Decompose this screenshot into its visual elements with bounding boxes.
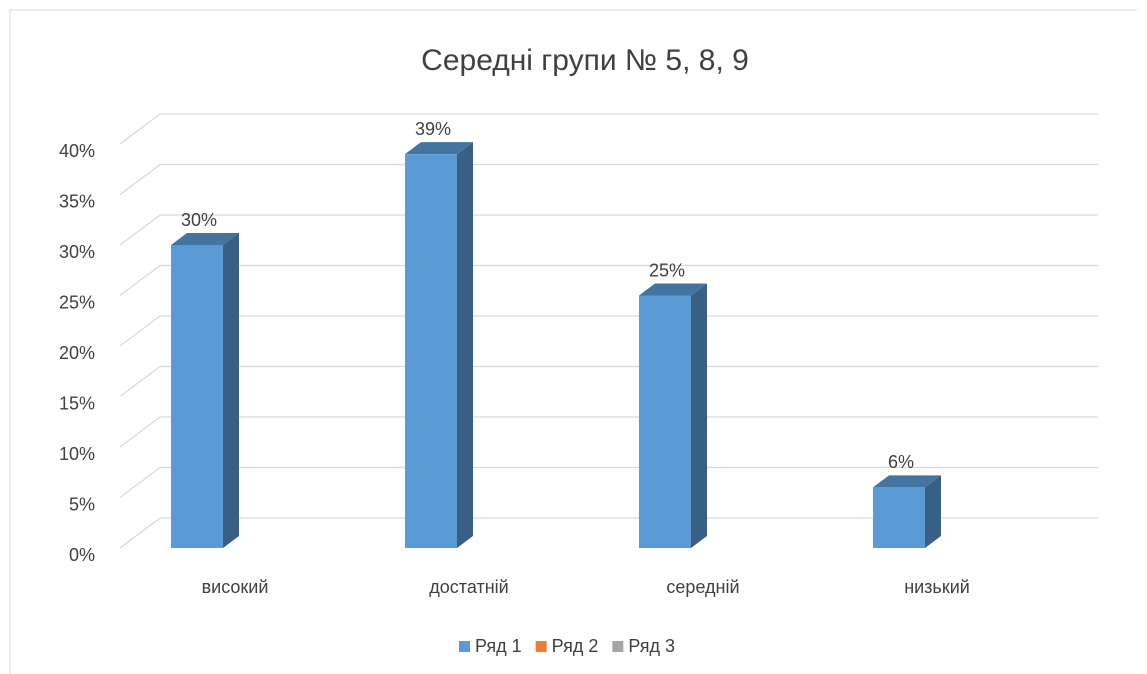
- y-tick-label: 5%: [69, 494, 95, 514]
- legend-swatch: [459, 641, 470, 652]
- bar: [873, 475, 941, 548]
- bar-face: [873, 475, 941, 488]
- bar-face: [639, 295, 691, 548]
- y-tick-label: 10%: [59, 444, 95, 464]
- chart-title: Середні групи № 5, 8, 9: [421, 44, 749, 77]
- bar-face: [925, 475, 941, 548]
- x-tick-label: середній: [666, 577, 739, 597]
- x-tick-label: низький: [904, 577, 970, 597]
- y-tick-label: 30%: [59, 242, 95, 262]
- bar-face: [457, 142, 473, 548]
- grid-line: [119, 416, 1098, 448]
- data-label: 25%: [649, 260, 685, 280]
- bar: [171, 233, 239, 548]
- y-tick-label: 20%: [59, 343, 95, 363]
- bar-face: [405, 154, 457, 548]
- y-tick-label: 40%: [59, 141, 95, 161]
- grid-line: [119, 517, 1098, 549]
- bar-face: [691, 283, 707, 548]
- grid-line: [119, 466, 1098, 499]
- grid-line: [119, 264, 1098, 297]
- x-tick-label: високий: [202, 577, 269, 597]
- bar-face: [873, 487, 925, 548]
- bar-face: [223, 233, 239, 548]
- bar-face: [171, 233, 239, 245]
- y-tick-label: 0%: [69, 545, 95, 565]
- y-tick-label: 35%: [59, 191, 95, 211]
- x-tick-label: достатній: [429, 577, 508, 597]
- bar: [405, 142, 473, 548]
- legend-swatch: [612, 641, 624, 652]
- bar: [639, 283, 707, 548]
- bar-face: [405, 142, 473, 155]
- y-tick-label: 25%: [59, 292, 95, 312]
- data-label: 6%: [888, 452, 914, 472]
- grid-line: [119, 365, 1098, 398]
- legend-label: Ряд 1: [475, 636, 522, 656]
- legend-label: Ряд 3: [628, 636, 675, 656]
- grid-line: [119, 214, 1098, 246]
- data-label: 30%: [181, 210, 217, 230]
- legend-label: Ряд 2: [552, 636, 599, 656]
- bar-face: [639, 283, 707, 296]
- y-tick-label: 15%: [59, 393, 95, 413]
- grid-line: [119, 163, 1098, 196]
- bar-face: [171, 245, 223, 548]
- chart-border: [9, 9, 1137, 674]
- grid-line: [119, 315, 1098, 347]
- grid-line: [119, 113, 1098, 145]
- legend-swatch: [535, 641, 547, 652]
- data-label: 39%: [415, 119, 451, 139]
